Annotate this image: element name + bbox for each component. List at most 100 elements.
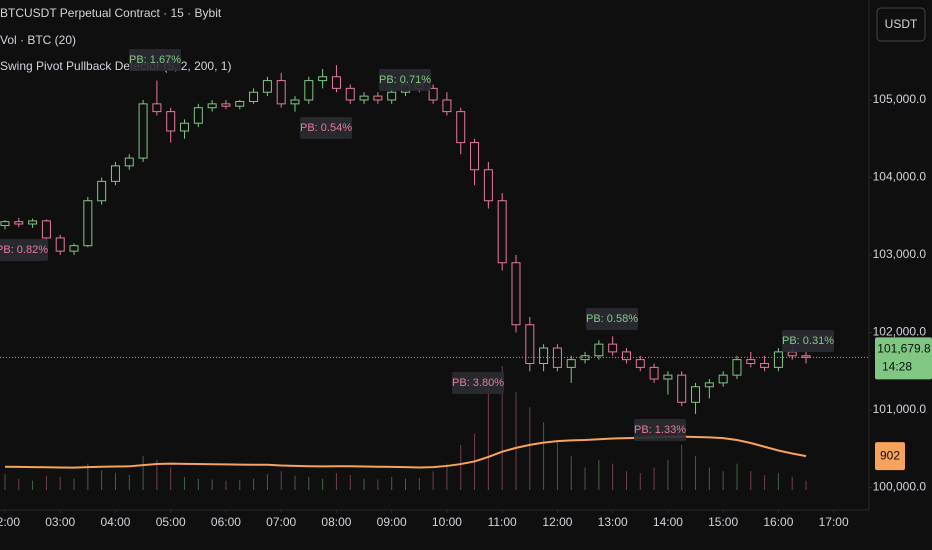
candle-body — [552, 347, 562, 368]
y-tick-label: 104,000.0 — [873, 170, 927, 184]
volume-bar — [681, 444, 683, 490]
candle-body — [525, 324, 535, 365]
annotation-box — [300, 117, 352, 139]
x-tick-label: 12:00 — [542, 515, 572, 529]
candle-body — [442, 99, 452, 113]
volume-bar — [708, 467, 710, 490]
volume-bar — [335, 473, 337, 490]
candle-body — [318, 76, 328, 82]
indicator-label: Swing Pivot Pullback Detector (5, 2, 200… — [0, 59, 231, 73]
candle-body — [359, 95, 369, 101]
x-tick-label: 02:00 — [0, 515, 20, 529]
candle-body — [428, 87, 438, 101]
volume-bar — [322, 478, 324, 490]
x-tick-label: 09:00 — [377, 515, 407, 529]
candle-body — [594, 343, 604, 357]
candle-body — [483, 169, 493, 202]
volume-bar — [197, 478, 199, 490]
x-tick-label: 07:00 — [266, 515, 296, 529]
y-tick-label: 100,000.0 — [873, 480, 927, 494]
volume-bar — [722, 471, 724, 490]
candle-body — [663, 374, 673, 380]
candle-body — [138, 103, 148, 159]
volume-bar — [501, 365, 503, 490]
volume-bar — [59, 476, 61, 490]
annotation: PB: 0.71% — [379, 74, 431, 86]
volume-bar — [184, 476, 186, 490]
volume-bar — [418, 477, 420, 490]
candle-body — [110, 165, 120, 182]
candle-body — [511, 262, 521, 326]
volume-bar — [598, 459, 600, 490]
x-tick-label: 08:00 — [321, 515, 351, 529]
annotation-box — [452, 372, 504, 394]
volume-bar — [446, 463, 448, 490]
candle-body — [470, 142, 480, 171]
volume-bar — [225, 480, 227, 490]
volume-bar — [32, 480, 34, 490]
volume-bar — [570, 456, 572, 490]
candle-body — [83, 200, 93, 247]
x-tick-label: 10:00 — [432, 515, 462, 529]
candle-body — [235, 101, 245, 107]
volume-bar — [211, 479, 213, 490]
candle-body — [331, 76, 341, 89]
volume-bar — [239, 480, 241, 490]
candle-body — [207, 103, 217, 109]
volume-ma-box — [875, 442, 905, 471]
volume-bar — [280, 471, 282, 490]
candle-body — [773, 351, 783, 368]
candle-body — [55, 237, 65, 252]
volume-bar — [750, 471, 752, 490]
candle-body — [249, 91, 259, 103]
currency-box[interactable] — [876, 7, 926, 42]
candle-body — [608, 343, 618, 353]
volume-bar — [460, 444, 462, 490]
currency[interactable]: USDT — [885, 17, 918, 31]
volume-bar — [515, 392, 517, 490]
candle-body — [69, 245, 79, 252]
candle-body — [0, 221, 10, 227]
annotation-box — [634, 419, 686, 441]
candle-body — [635, 359, 645, 368]
volume-bar — [18, 478, 20, 490]
candle-body — [497, 200, 507, 264]
y-tick-label: 105,000.0 — [873, 92, 927, 106]
candle-body — [124, 157, 134, 167]
candle-body — [456, 111, 466, 144]
candle-body — [262, 80, 272, 93]
volume-bar — [432, 471, 434, 490]
volume-bar — [487, 384, 489, 490]
candle-body — [801, 355, 811, 358]
candle-body — [787, 351, 797, 357]
volume-bar — [87, 463, 89, 490]
volume-bar — [170, 467, 172, 490]
annotation: PB: 0.82% — [0, 244, 48, 256]
y-tick-label: 101,000.0 — [873, 402, 927, 416]
candle-body — [732, 359, 742, 376]
candle-body — [566, 359, 576, 368]
annotation-box — [379, 69, 431, 91]
volume-bar — [736, 463, 738, 490]
x-tick-label: 15:00 — [708, 515, 738, 529]
annotation-box — [782, 330, 834, 352]
volume-bar — [695, 456, 697, 490]
candle-body — [345, 87, 355, 101]
annotation: PB: 3.80% — [452, 377, 504, 389]
candle-body — [28, 220, 38, 225]
volume-bar — [349, 474, 351, 490]
x-tick-label: 11:00 — [488, 515, 517, 529]
volume-bar — [377, 479, 379, 490]
volume-bar — [612, 463, 614, 490]
volume-ma-label: 902 — [880, 448, 900, 462]
x-tick-label: 17:00 — [819, 515, 849, 529]
candle-body — [221, 103, 231, 107]
x-tick-label: 16:00 — [763, 515, 793, 529]
candle-body — [304, 80, 314, 101]
volume-bar — [114, 473, 116, 490]
volume-bar — [764, 474, 766, 490]
volume-bar — [101, 470, 103, 490]
